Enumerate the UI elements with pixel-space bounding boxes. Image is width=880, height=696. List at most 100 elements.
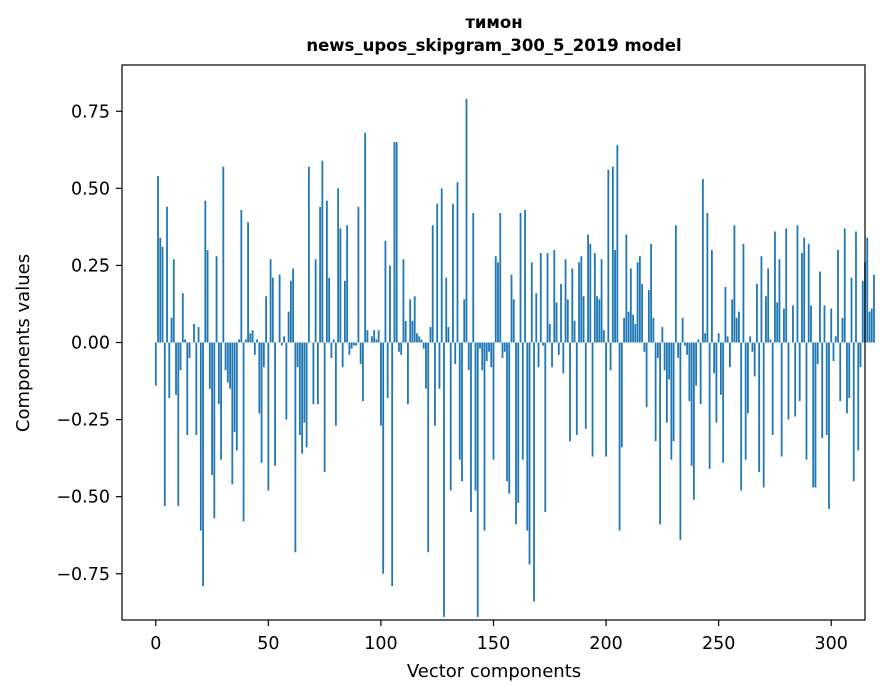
bar: [564, 259, 567, 343]
bar: [855, 231, 857, 343]
bar: [695, 342, 698, 386]
bar: [409, 299, 412, 343]
bar: [555, 302, 558, 343]
bar: [271, 277, 274, 343]
bar: [645, 342, 648, 408]
bar: [587, 234, 589, 343]
bar: [598, 299, 601, 343]
bar: [839, 342, 842, 402]
bar: [575, 342, 578, 435]
bar: [449, 342, 452, 491]
bar: [298, 342, 301, 435]
bar: [454, 342, 457, 365]
bar: [611, 166, 614, 343]
bar: [235, 342, 238, 451]
bar: [170, 317, 173, 343]
bar: [701, 179, 704, 343]
bar: [422, 342, 425, 349]
bar: [202, 342, 204, 587]
x-axis-label: Vector components: [407, 661, 581, 682]
bar: [510, 274, 513, 343]
bar: [274, 342, 276, 466]
bar: [244, 339, 247, 343]
bar: [771, 342, 774, 435]
y-tick-label: 0.00: [71, 334, 110, 354]
bar: [161, 246, 164, 343]
bar: [548, 324, 551, 343]
bar: [801, 253, 803, 343]
bar: [371, 336, 373, 343]
x-tick-label: 150: [477, 634, 510, 654]
bar: [353, 342, 355, 346]
bar: [404, 320, 407, 343]
bar: [868, 311, 871, 343]
bar: [325, 200, 328, 343]
bar: [398, 342, 400, 352]
bar: [181, 293, 184, 343]
y-axis-ticks: −0.75 −0.50 −0.25 0.00 0.25 0.50 0.75: [56, 102, 122, 585]
bar: [465, 98, 468, 343]
bar: [749, 336, 752, 343]
bar: [832, 342, 835, 361]
bar: [807, 243, 810, 343]
bar: [690, 342, 693, 466]
bar: [283, 336, 286, 343]
bar: [656, 342, 659, 358]
bar: [600, 259, 603, 343]
bar: [348, 342, 351, 355]
bar: [539, 253, 542, 343]
bar: [569, 342, 571, 442]
bar: [821, 342, 824, 439]
bar: [665, 342, 668, 423]
bar: [562, 342, 565, 374]
bar: [620, 342, 623, 448]
bar: [814, 342, 817, 488]
bar: [267, 342, 270, 491]
bar: [154, 342, 157, 386]
bar: [679, 342, 682, 540]
bar: [758, 342, 761, 472]
bar: [647, 290, 650, 343]
bar: [334, 342, 337, 426]
bar: [756, 283, 758, 343]
bar: [224, 342, 227, 371]
bar: [747, 342, 749, 414]
bar: [159, 237, 162, 343]
bar: [762, 342, 765, 488]
bar: [681, 317, 684, 343]
bar: [287, 311, 290, 343]
bar: [792, 305, 794, 343]
bar: [596, 296, 598, 343]
bar: [166, 206, 168, 343]
x-tick-label: 0: [150, 634, 161, 654]
bar: [560, 283, 562, 343]
bar: [393, 142, 396, 343]
bar: [517, 342, 520, 503]
bar: [769, 339, 772, 343]
bar: [828, 342, 830, 509]
bar: [866, 237, 869, 343]
bar: [247, 222, 249, 343]
bar: [344, 280, 346, 343]
bar: [204, 200, 207, 343]
bar: [364, 132, 367, 343]
bar: [359, 342, 362, 365]
bar: [175, 342, 177, 395]
bar: [407, 342, 409, 405]
bar: [337, 188, 340, 343]
bar: [188, 342, 191, 358]
chart-title-line2: news_upos_skipgram_300_5_2019 model: [306, 36, 681, 55]
bar: [436, 203, 439, 343]
bar: [796, 225, 799, 343]
bar: [249, 333, 252, 343]
bar: [438, 342, 441, 389]
bar: [213, 342, 216, 519]
bar: [873, 274, 875, 343]
bar: [654, 342, 657, 442]
bar: [168, 342, 171, 398]
bar: [688, 342, 691, 402]
bar: [208, 342, 211, 389]
bar: [578, 262, 580, 343]
bar: [431, 225, 434, 343]
bar: [206, 250, 209, 343]
